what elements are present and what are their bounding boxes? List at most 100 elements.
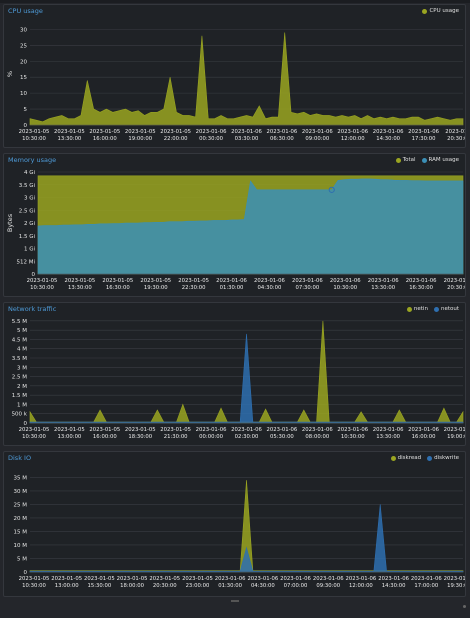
y-tick-label: 5 M [17, 328, 27, 334]
x-tick-time: 08:00:00 [305, 434, 329, 440]
legend-label: Total [402, 157, 416, 163]
x-tick-time: 14:30:00 [376, 136, 400, 142]
x-tick-date: 2023-01-06 [373, 427, 404, 433]
x-tick-date: 2023-01-05 [89, 427, 120, 433]
x-tick-date: 2023-01-05 [54, 427, 85, 433]
x-tick-date: 2023-01-06 [292, 278, 323, 284]
y-tick-label: 4 M [17, 347, 27, 353]
network-panel-title: Network traffic [8, 305, 57, 313]
x-tick-time: 10:30:00 [30, 285, 54, 291]
y-tick-label: 15 [20, 75, 27, 81]
x-tick-date: 2023-01-06 [267, 129, 298, 135]
legend-dot-icon [390, 455, 396, 461]
x-tick-time: 05:30:00 [270, 434, 294, 440]
x-tick-date: 2023-01-05 [51, 576, 82, 582]
y-tick-label: 3.5 M [12, 356, 27, 362]
x-tick-date: 2023-01-05 [19, 576, 50, 582]
y-tick-label: 25 [20, 43, 27, 49]
x-tick-date: 2023-01-05 [19, 427, 50, 433]
x-tick-date: 2023-01-06 [408, 427, 439, 433]
x-tick-date: 2023-01-06 [337, 129, 368, 135]
memory-chart[interactable]: 0 512 Mi 1 Gi 1.5 Gi 2 Gi 2.5 Gi 3 Gi 3.5 Gi 4 G… [4, 154, 466, 297]
legend-label: diskwrite [434, 455, 459, 461]
y-tick-label: 0 [24, 570, 28, 576]
x-tick-time: 01:30:00 [220, 285, 244, 291]
x-tick-time: 16:30:00 [409, 285, 433, 291]
legend-dot-icon [406, 306, 412, 312]
x-tick-date: 2023-01-05 [102, 278, 133, 284]
x-tick-time: 19:30:00 [144, 285, 168, 291]
y-tick-label: 30 [20, 27, 27, 33]
x-tick-time: 04:30:00 [251, 583, 275, 589]
x-tick-time: 16:30:00 [106, 285, 130, 291]
x-tick-date: 2023-01-06 [411, 576, 442, 582]
legend-label: netin [413, 306, 428, 312]
x-tick-time: 10:30:00 [341, 434, 365, 440]
disk-io-panel: Disk IO diskread diskwrite 0 5 M 10 M 15 M 2… [3, 451, 466, 597]
y-tick-label: 512 Mi [16, 259, 35, 265]
x-tick-time: 07:30:00 [295, 285, 319, 291]
x-tick-time: 16:00:00 [93, 434, 117, 440]
x-tick-time: 10:30:00 [22, 434, 46, 440]
y-tick-label: 5 [24, 107, 28, 113]
legend-item-netout[interactable]: netout [433, 306, 459, 312]
legend-item-diskread[interactable]: diskread [390, 455, 421, 461]
x-tick-date: 2023-01-06 [346, 576, 377, 582]
x-tick-date: 2023-01-06 [247, 576, 278, 582]
x-tick-date: 2023-01-06 [231, 427, 262, 433]
x-tick-time: 12:00:00 [349, 583, 373, 589]
x-tick-time: 07:00:00 [284, 583, 308, 589]
x-tick-date: 2023-01-06 [444, 427, 466, 433]
y-tick-label: 10 [20, 91, 27, 97]
x-tick-date: 2023-01-06 [368, 278, 399, 284]
network-chart[interactable]: 0 500 k 1 M 1.5 M 2 M 2.5 M 3 M 3.5 M 4 M 4.5 M 5 … [4, 303, 466, 446]
x-tick-date: 2023-01-06 [444, 278, 466, 284]
x-tick-time: 15:30:00 [87, 583, 111, 589]
x-tick-date: 2023-01-05 [125, 427, 156, 433]
x-tick-time: 23:00:00 [186, 583, 210, 589]
legend-item-ram-usage[interactable]: RAM usage [421, 157, 459, 163]
x-tick-date: 2023-01-05 [117, 576, 148, 582]
disk-chart[interactable]: 05 M10 M15 M20 M25 M30 M35 M2023-01-0510… [4, 452, 466, 597]
legend-item-total[interactable]: Total [395, 157, 416, 163]
x-tick-date: 2023-01-06 [313, 576, 344, 582]
x-tick-date: 2023-01-0 [445, 129, 466, 135]
legend-dot-icon [427, 455, 433, 461]
x-tick-time: 13:30:00 [376, 434, 400, 440]
x-tick-time: 14:30:00 [382, 583, 406, 589]
x-tick-time: 12:00:00 [341, 136, 365, 142]
y-tick-label: 3 M [17, 365, 27, 371]
x-tick-date: 2023-01-06 [254, 278, 285, 284]
cpu-chart[interactable]: 051015202530%2023-01-0510:30:002023-01-0… [4, 5, 466, 148]
x-tick-date: 2023-01-05 [160, 427, 191, 433]
x-tick-date: 2023-01-05 [140, 278, 171, 284]
scroll-dot-icon [463, 605, 466, 608]
y-tick-label: 1 Gi [24, 247, 36, 253]
x-tick-time: 10:30:00 [22, 583, 46, 589]
disk-panel-title: Disk IO [8, 454, 32, 462]
memory-panel-title: Memory usage [8, 156, 57, 164]
x-tick-date: 2023-01-06 [231, 129, 262, 135]
y-tick-label: 4 Gi [24, 170, 36, 176]
network-traffic-panel: Network traffic netin netout 0 500 k 1 M 1.… [3, 302, 466, 446]
x-tick-date: 2023-01-06 [196, 129, 227, 135]
memory-legend: Total RAM usage [395, 157, 459, 163]
hover-point-marker [328, 186, 335, 193]
y-tick-label: 30 M [14, 489, 28, 495]
y-axis-label: % [6, 71, 14, 77]
x-tick-time: 18:30:00 [128, 434, 152, 440]
x-tick-date: 2023-01-06 [302, 427, 333, 433]
x-tick-date: 2023-01-06 [408, 129, 439, 135]
x-tick-date: 2023-01-06 [378, 576, 409, 582]
y-tick-label: 3.5 Gi [19, 183, 36, 189]
legend-item-cpu-usage[interactable]: CPU usage [422, 8, 459, 14]
x-tick-time: 20:30:00 [447, 136, 466, 142]
y-tick-label: 25 M [14, 502, 28, 508]
series-area-netout [29, 333, 464, 424]
legend-item-netin[interactable]: netin [406, 306, 428, 312]
legend-item-diskwrite[interactable]: diskwrite [427, 455, 459, 461]
x-tick-date: 2023-01-05 [27, 278, 58, 284]
x-tick-date: 2023-01-05 [160, 129, 191, 135]
y-tick-label: 10 M [14, 543, 28, 549]
y-tick-label: 15 M [14, 529, 28, 535]
